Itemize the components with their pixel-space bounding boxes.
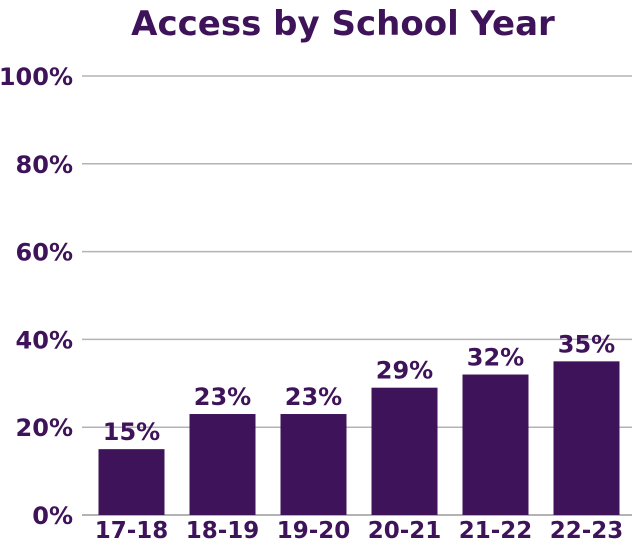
data-label: 32% bbox=[467, 344, 524, 372]
chart-title: Access by School Year bbox=[131, 4, 555, 44]
data-label: 29% bbox=[376, 357, 433, 385]
y-tick-label: 80% bbox=[16, 151, 73, 179]
bar bbox=[189, 414, 256, 515]
x-tick-label: 20-21 bbox=[368, 518, 442, 544]
y-tick-label: 60% bbox=[16, 239, 73, 267]
x-tick-label: 21-22 bbox=[459, 518, 533, 544]
y-axis-tick-labels: 0% 20% 40% 60% 80% 100% bbox=[0, 63, 73, 530]
x-tick-label: 19-20 bbox=[277, 518, 351, 544]
y-tick-label: 100% bbox=[0, 63, 73, 91]
y-tick-label: 20% bbox=[16, 414, 73, 442]
bars bbox=[98, 361, 620, 515]
bar bbox=[371, 387, 438, 515]
y-tick-label: 40% bbox=[16, 326, 73, 354]
data-label: 15% bbox=[103, 418, 160, 446]
data-labels: 15% 23% 23% 29% 32% 35% bbox=[103, 330, 615, 446]
bar bbox=[280, 414, 347, 515]
data-label: 23% bbox=[285, 383, 342, 411]
bar bbox=[553, 361, 620, 515]
data-label: 35% bbox=[558, 330, 615, 358]
gridlines bbox=[82, 75, 632, 516]
x-tick-label: 22-23 bbox=[550, 518, 624, 544]
x-tick-label: 18-19 bbox=[186, 518, 260, 544]
data-label: 23% bbox=[194, 383, 251, 411]
x-tick-label: 17-18 bbox=[95, 518, 169, 544]
x-axis-tick-labels: 17-18 18-19 19-20 20-21 21-22 22-23 bbox=[95, 518, 624, 544]
y-tick-label: 0% bbox=[32, 502, 73, 530]
bar bbox=[98, 449, 165, 515]
bar bbox=[462, 374, 529, 515]
